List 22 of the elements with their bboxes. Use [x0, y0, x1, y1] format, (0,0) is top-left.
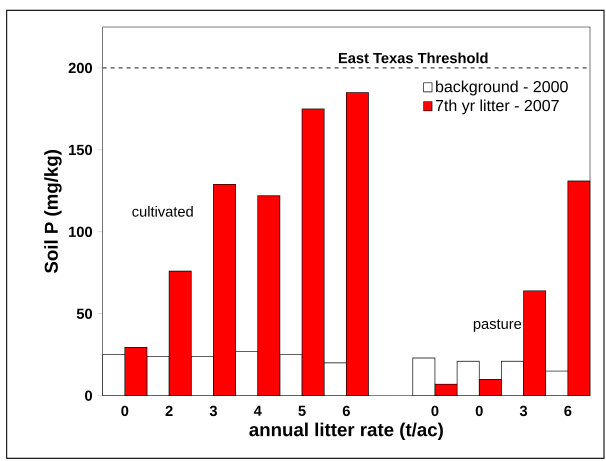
y-tick-label: 150	[69, 144, 92, 156]
x-axis-title: annual litter rate (t/ac)	[249, 422, 443, 440]
y-axis-title: Soil P (mg/kg)	[44, 150, 62, 274]
x-tick-label: 3	[210, 406, 217, 416]
x-tick-label: 0	[431, 406, 438, 416]
y-tick-label: 0	[85, 390, 92, 401]
y-tick-label: 50	[76, 308, 92, 319]
annotation: cultivated	[132, 206, 193, 217]
ref-line-label: East Texas Threshold	[338, 52, 488, 64]
x-tick-label: 0	[121, 406, 128, 416]
x-tick-label: 3	[520, 406, 528, 416]
y-tick-label: 100	[69, 226, 92, 238]
x-tick-label: 2	[166, 406, 173, 416]
x-tick-label: 6	[342, 406, 350, 416]
x-tick-label: 5	[298, 406, 306, 416]
legend-label: background - 2000	[436, 80, 568, 96]
x-tick-label: 0	[476, 406, 483, 416]
annotation: pasture	[474, 319, 522, 332]
x-tick-label: 6	[564, 406, 572, 416]
legend-label: 7th yr litter - 2007	[436, 99, 559, 114]
y-tick-label: 200	[68, 62, 92, 74]
x-tick-label: 4	[254, 406, 262, 416]
